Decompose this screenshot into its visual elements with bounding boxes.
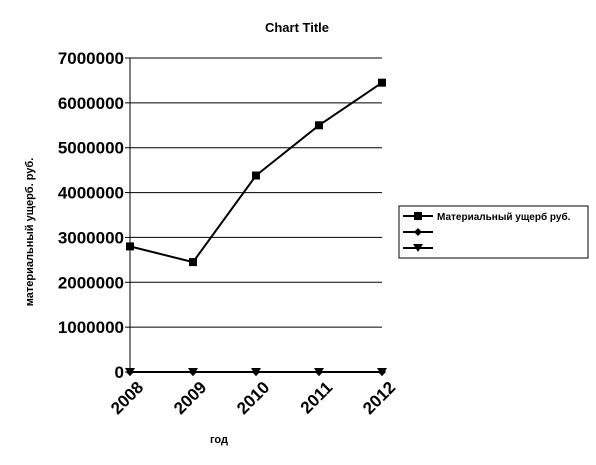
y-tick-label: 5000000 <box>58 139 124 158</box>
series-1 <box>126 78 386 267</box>
y-tick-label: 7000000 <box>58 49 124 68</box>
legend-marker-1 <box>414 212 422 220</box>
series-1-point <box>189 258 197 267</box>
series-1-point <box>378 78 386 87</box>
y-tick-label: 0 <box>115 363 124 382</box>
series-2-point <box>378 368 386 376</box>
y-tick-label: 4000000 <box>58 184 124 203</box>
x-axis-label: год <box>210 434 228 446</box>
x-tick-label: 2011 <box>297 378 337 418</box>
y-tick-label: 1000000 <box>58 318 124 337</box>
series-2-point <box>252 368 260 376</box>
x-tick-label: 2009 <box>170 378 210 418</box>
y-tick-label: 6000000 <box>58 94 124 113</box>
series-layer <box>125 78 387 376</box>
series-2-point <box>189 368 197 376</box>
series-1-point <box>252 171 260 180</box>
series-1-point <box>126 242 134 251</box>
chart-title: Chart Title <box>265 20 329 35</box>
series-2-point <box>315 368 323 376</box>
series-2-point <box>126 368 134 376</box>
series-2 <box>126 368 386 376</box>
gridlines <box>130 57 382 328</box>
series-1-point <box>315 121 323 130</box>
legend-label-1: Материальный ущерб руб. <box>437 211 571 223</box>
x-tick-label: 2012 <box>359 378 399 418</box>
legend: Материальный ущерб руб. <box>398 205 589 259</box>
y-tick-label: 3000000 <box>58 228 124 247</box>
y-tick-label: 2000000 <box>58 273 124 292</box>
y-axis-label: материальный ущерб. руб. <box>24 158 36 307</box>
x-tick-label: 2008 <box>107 378 147 418</box>
y-axis-ticks: 0 1000000 2000000 3000000 4000000 5000000 6000… <box>58 49 130 382</box>
legend-marker-3 <box>413 244 423 252</box>
legend-marker-2 <box>414 228 422 236</box>
x-tick-label: 2010 <box>233 378 273 418</box>
x-axis-ticks: 2008 2009 2010 2011 2012 <box>107 372 399 418</box>
